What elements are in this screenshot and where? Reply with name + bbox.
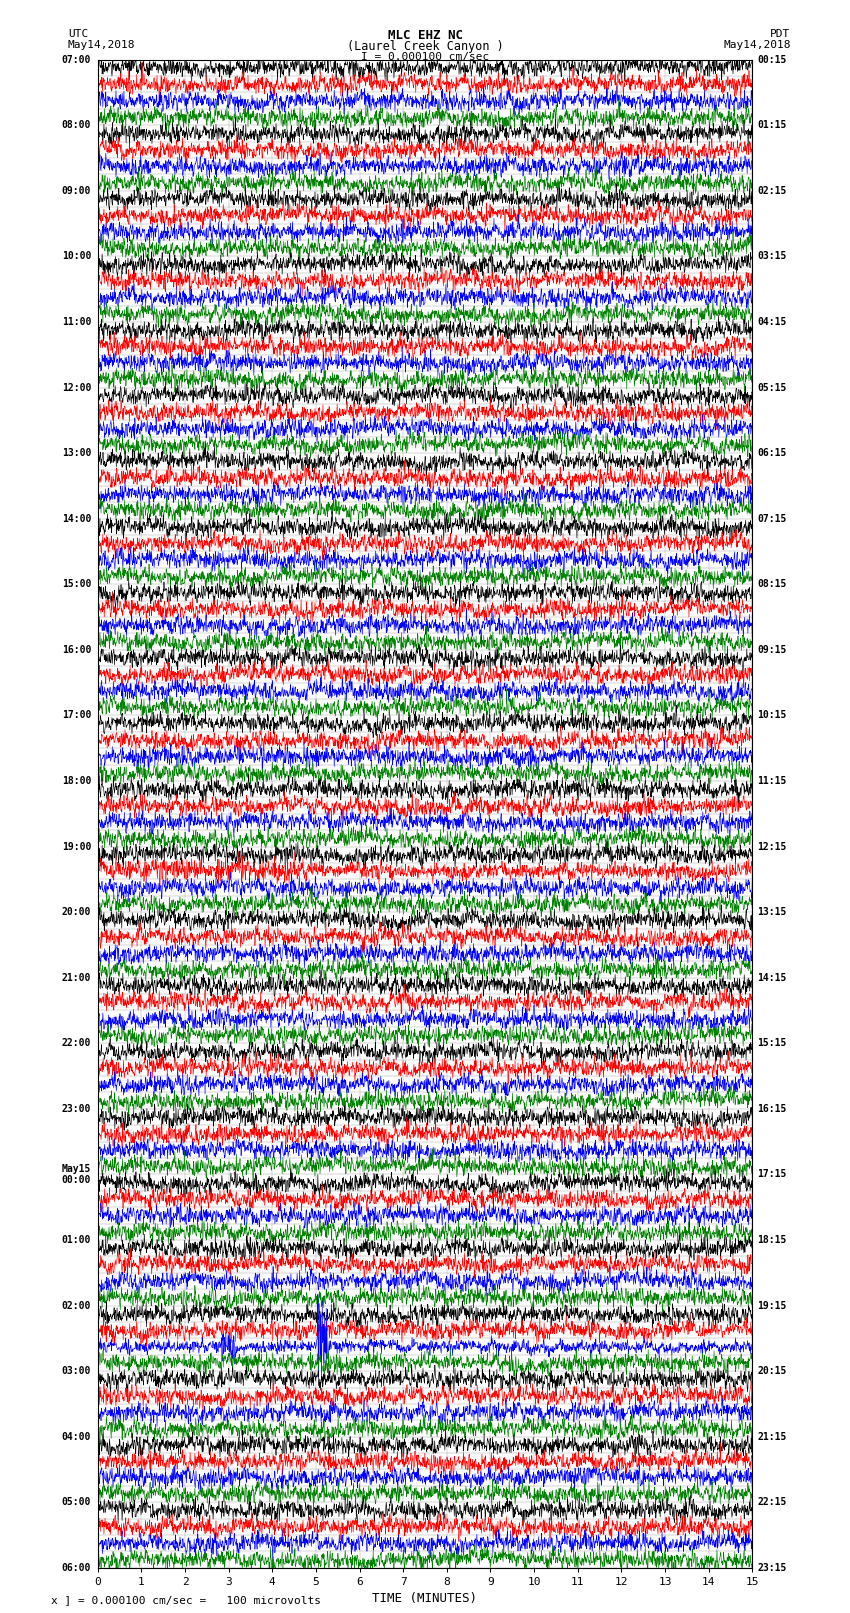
Text: 01:15: 01:15 [757, 121, 787, 131]
Text: 19:15: 19:15 [757, 1300, 787, 1310]
Text: 12:00: 12:00 [62, 382, 91, 392]
Text: 03:15: 03:15 [757, 252, 787, 261]
Text: 21:15: 21:15 [757, 1432, 787, 1442]
Text: (Laurel Creek Canyon ): (Laurel Creek Canyon ) [347, 40, 503, 53]
Text: 13:00: 13:00 [62, 448, 91, 458]
Text: MLC EHZ NC: MLC EHZ NC [388, 29, 462, 42]
Text: 10:15: 10:15 [757, 710, 787, 721]
Text: 12:15: 12:15 [757, 842, 787, 852]
Text: UTC: UTC [68, 29, 88, 39]
Text: 09:15: 09:15 [757, 645, 787, 655]
Text: 02:00: 02:00 [62, 1300, 91, 1310]
Text: 17:00: 17:00 [62, 710, 91, 721]
Text: 15:00: 15:00 [62, 579, 91, 589]
Text: PDT: PDT [770, 29, 790, 39]
Text: I = 0.000100 cm/sec: I = 0.000100 cm/sec [361, 52, 489, 61]
Text: 08:15: 08:15 [757, 579, 787, 589]
Text: 06:00: 06:00 [62, 1563, 91, 1573]
Text: 08:00: 08:00 [62, 121, 91, 131]
Text: 07:15: 07:15 [757, 513, 787, 524]
Text: 05:00: 05:00 [62, 1497, 91, 1507]
Text: 18:00: 18:00 [62, 776, 91, 786]
Text: 06:15: 06:15 [757, 448, 787, 458]
Text: 22:15: 22:15 [757, 1497, 787, 1507]
Text: 00:15: 00:15 [757, 55, 787, 65]
Text: May14,2018: May14,2018 [68, 40, 135, 50]
Text: 11:00: 11:00 [62, 318, 91, 327]
Text: 20:15: 20:15 [757, 1366, 787, 1376]
Text: 23:00: 23:00 [62, 1103, 91, 1115]
Text: 21:00: 21:00 [62, 973, 91, 982]
Text: 22:00: 22:00 [62, 1039, 91, 1048]
Text: 01:00: 01:00 [62, 1236, 91, 1245]
Text: 23:15: 23:15 [757, 1563, 787, 1573]
Text: 05:15: 05:15 [757, 382, 787, 392]
Text: 16:00: 16:00 [62, 645, 91, 655]
Text: 17:15: 17:15 [757, 1169, 787, 1179]
Text: x ] = 0.000100 cm/sec =   100 microvolts: x ] = 0.000100 cm/sec = 100 microvolts [51, 1595, 321, 1605]
Text: 19:00: 19:00 [62, 842, 91, 852]
X-axis label: TIME (MINUTES): TIME (MINUTES) [372, 1592, 478, 1605]
Text: 02:15: 02:15 [757, 185, 787, 195]
Text: 18:15: 18:15 [757, 1236, 787, 1245]
Text: 13:15: 13:15 [757, 907, 787, 918]
Text: 16:15: 16:15 [757, 1103, 787, 1115]
Text: May15
00:00: May15 00:00 [62, 1163, 91, 1186]
Text: 14:00: 14:00 [62, 513, 91, 524]
Text: 20:00: 20:00 [62, 907, 91, 918]
Text: 07:00: 07:00 [62, 55, 91, 65]
Text: 11:15: 11:15 [757, 776, 787, 786]
Text: May14,2018: May14,2018 [723, 40, 791, 50]
Text: 09:00: 09:00 [62, 185, 91, 195]
Text: 15:15: 15:15 [757, 1039, 787, 1048]
Text: 14:15: 14:15 [757, 973, 787, 982]
Text: 04:00: 04:00 [62, 1432, 91, 1442]
Text: 04:15: 04:15 [757, 318, 787, 327]
Text: 10:00: 10:00 [62, 252, 91, 261]
Text: 03:00: 03:00 [62, 1366, 91, 1376]
